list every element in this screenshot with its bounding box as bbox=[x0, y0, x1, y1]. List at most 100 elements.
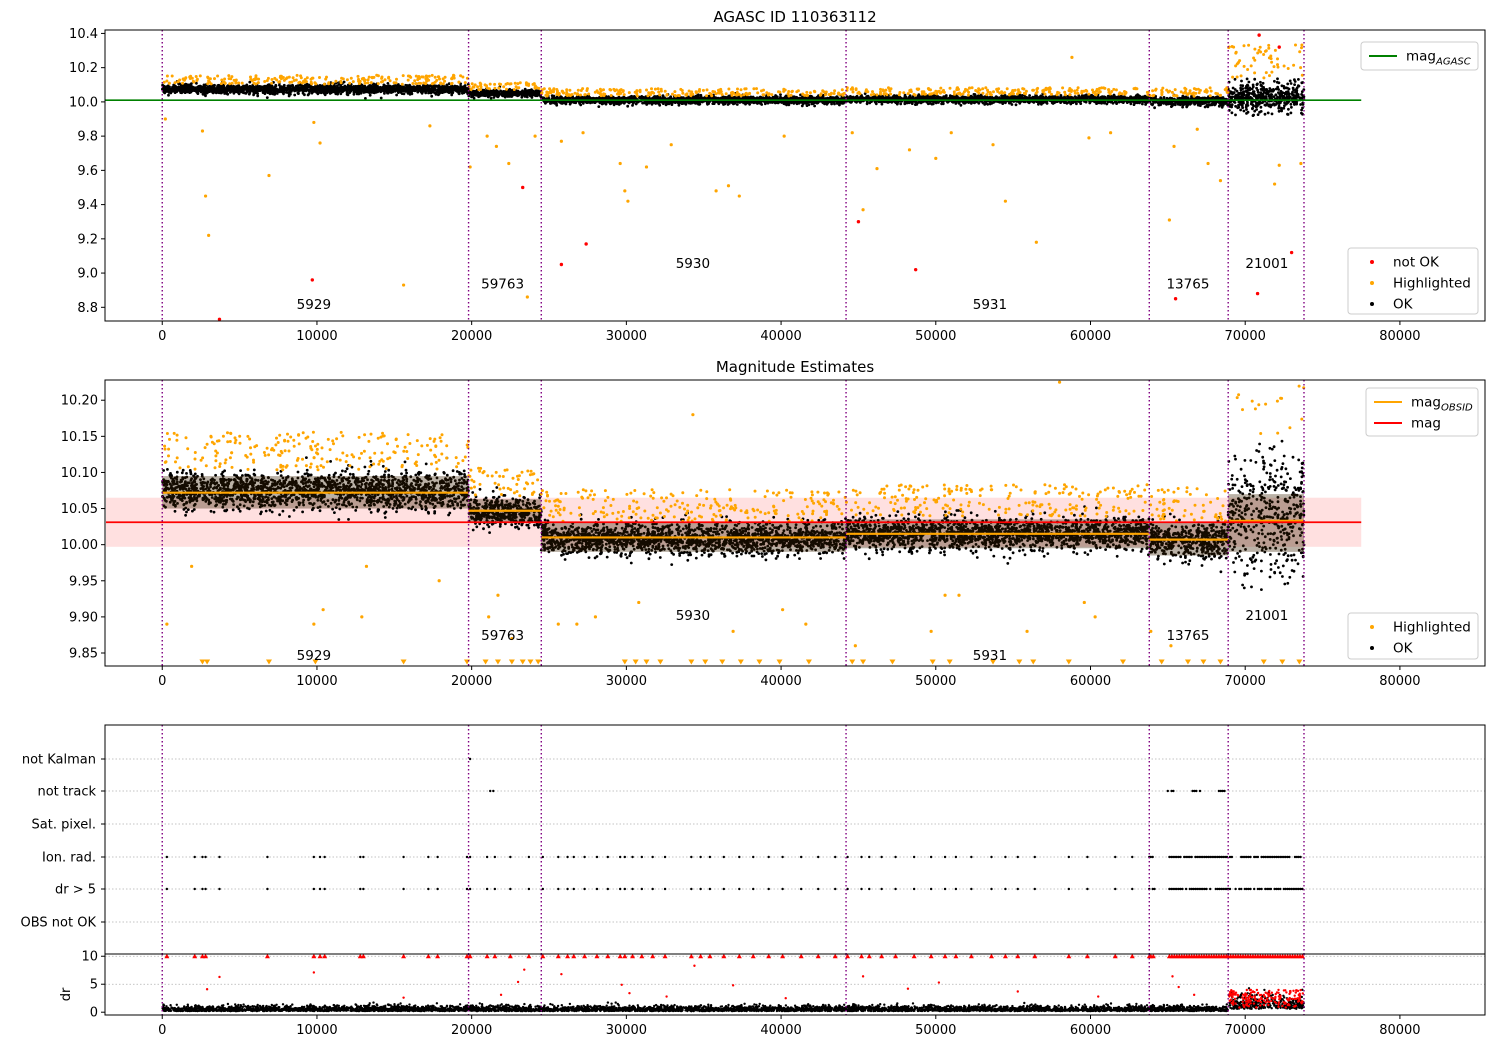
ok-point bbox=[836, 96, 839, 100]
ok-point bbox=[748, 102, 751, 106]
ok-point bbox=[332, 84, 336, 88]
ok-point bbox=[798, 96, 802, 100]
ok-point bbox=[470, 95, 473, 99]
top-title: AGASC ID 110363112 bbox=[713, 8, 876, 26]
ok-point bbox=[294, 84, 298, 88]
ok-point bbox=[208, 89, 212, 93]
ok-point bbox=[411, 87, 414, 91]
ok-point bbox=[263, 92, 267, 95]
ok-point bbox=[700, 96, 703, 100]
ok-point bbox=[262, 87, 266, 91]
ok-point bbox=[337, 89, 341, 93]
ok-point bbox=[784, 94, 788, 98]
ok-point bbox=[305, 86, 309, 90]
ok-point bbox=[173, 91, 177, 94]
ok-point bbox=[578, 102, 581, 105]
ok-point bbox=[277, 89, 280, 93]
ok-point bbox=[394, 87, 398, 91]
ok-point bbox=[341, 86, 345, 89]
ok-point bbox=[332, 89, 335, 93]
ok-point bbox=[181, 86, 185, 90]
ok-point bbox=[214, 89, 217, 93]
ok-point bbox=[370, 88, 374, 91]
ok-point bbox=[664, 103, 668, 107]
ok-point bbox=[324, 91, 328, 95]
ok-point bbox=[410, 92, 414, 96]
ok-point bbox=[476, 92, 480, 96]
ok-point bbox=[547, 97, 551, 100]
ok-point bbox=[349, 89, 352, 93]
ok-point bbox=[431, 88, 434, 92]
ok-point bbox=[220, 91, 223, 95]
ok-point bbox=[482, 89, 486, 93]
ok-point bbox=[597, 105, 601, 108]
ok-point bbox=[489, 96, 493, 100]
ok-point bbox=[400, 89, 403, 93]
ok-point bbox=[775, 95, 779, 99]
ok-point bbox=[814, 100, 818, 104]
ok-point bbox=[812, 97, 815, 100]
ok-point bbox=[201, 92, 205, 96]
ok-point bbox=[496, 95, 500, 99]
ok-point bbox=[374, 90, 378, 94]
ok-point bbox=[305, 82, 309, 86]
ok-point bbox=[196, 85, 199, 89]
ok-point bbox=[383, 92, 386, 95]
ok-point bbox=[486, 89, 490, 93]
ok-point bbox=[534, 89, 538, 93]
ok-point bbox=[341, 89, 345, 93]
ok-point bbox=[787, 103, 791, 107]
ok-point bbox=[382, 85, 386, 89]
ok-point bbox=[504, 92, 508, 96]
ok-point bbox=[645, 103, 649, 106]
ok-point bbox=[282, 83, 286, 87]
ok-point bbox=[399, 87, 402, 90]
ok-point bbox=[207, 86, 211, 90]
ok-point bbox=[426, 86, 429, 90]
ok-point bbox=[403, 88, 407, 92]
ok-point bbox=[222, 87, 226, 91]
ok-point bbox=[362, 85, 365, 88]
ok-point bbox=[494, 89, 497, 93]
ok-point bbox=[490, 89, 494, 93]
ok-point bbox=[484, 93, 488, 97]
ok-point bbox=[450, 91, 453, 95]
ok-point bbox=[265, 96, 269, 99]
ok-point bbox=[413, 86, 417, 89]
ok-point bbox=[472, 96, 476, 100]
ok-point bbox=[533, 93, 536, 97]
ok-point bbox=[382, 83, 386, 87]
ok-point bbox=[183, 91, 187, 94]
ok-point bbox=[632, 100, 636, 104]
ok-point bbox=[462, 87, 465, 91]
ok-point bbox=[247, 92, 251, 96]
ok-point bbox=[519, 90, 522, 94]
ok-point bbox=[406, 91, 410, 95]
ok-point bbox=[800, 104, 804, 108]
ok-point bbox=[444, 85, 448, 89]
ok-point bbox=[386, 82, 390, 85]
ok-point bbox=[823, 101, 826, 105]
ok-point bbox=[471, 90, 475, 94]
ok-point bbox=[457, 92, 461, 96]
ok-point bbox=[564, 102, 568, 106]
ok-point bbox=[528, 89, 531, 92]
ok-point bbox=[509, 90, 513, 93]
ok-point bbox=[167, 93, 170, 97]
ok-point bbox=[560, 101, 563, 105]
ok-point bbox=[184, 82, 188, 86]
ok-point bbox=[807, 103, 811, 107]
ok-point bbox=[552, 96, 556, 100]
ok-point bbox=[429, 91, 433, 95]
ok-point bbox=[456, 88, 460, 92]
ok-point bbox=[899, 102, 903, 106]
ok-point bbox=[180, 91, 184, 95]
ok-point bbox=[813, 104, 816, 108]
ok-point bbox=[252, 93, 256, 97]
ok-point bbox=[296, 87, 300, 91]
ok-point bbox=[626, 104, 630, 108]
ok-point bbox=[1028, 94, 1031, 97]
ok-point bbox=[312, 86, 316, 90]
ok-point bbox=[374, 87, 377, 90]
ok-point bbox=[555, 101, 558, 105]
